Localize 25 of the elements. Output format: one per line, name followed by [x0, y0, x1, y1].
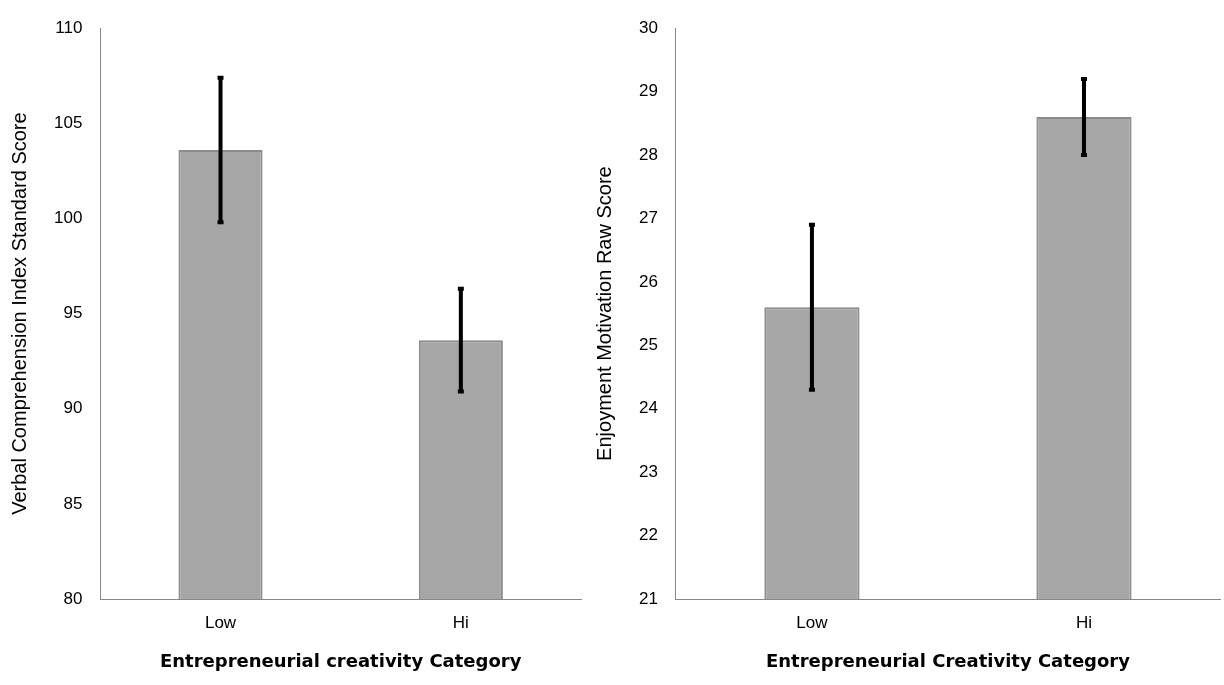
y-tick-label: 90: [63, 398, 83, 418]
x-axis-title: Entrepreneurial creativity Category: [159, 649, 522, 671]
y-tick-label: 25: [638, 335, 658, 354]
y-axis-title: Verbal Comprehension Index Standard Score: [7, 112, 30, 515]
y-tick-label: 95: [63, 303, 83, 323]
y-axis-title: Enjoyment Motivation Raw Score: [592, 166, 615, 461]
y-tick-label: 80: [63, 588, 83, 608]
y-tick-label: 26: [638, 271, 658, 291]
x-tick-label: Hi: [1075, 612, 1093, 632]
y-tick-label: 22: [638, 525, 658, 545]
y-tick-label: 105: [53, 113, 83, 133]
y-tick-label: 23: [638, 461, 658, 481]
y-tick-label: 24: [638, 398, 658, 418]
x-tick-label: Low: [796, 612, 829, 632]
x-axis-title: Entrepreneurial Creativity Category: [765, 649, 1131, 671]
y-tick-label: 27: [638, 208, 658, 228]
x-tick-label: Low: [204, 612, 237, 632]
y-tick-label: 21: [638, 588, 658, 608]
y-tick-label: 29: [638, 81, 658, 101]
y-tick-label: 28: [638, 144, 658, 164]
y-tick-label: 85: [63, 493, 83, 513]
y-tick-label: 30: [638, 17, 658, 37]
y-tick-label: 100: [53, 208, 83, 228]
x-tick-label: Hi: [452, 612, 469, 632]
y-tick-label: 110: [55, 17, 83, 37]
